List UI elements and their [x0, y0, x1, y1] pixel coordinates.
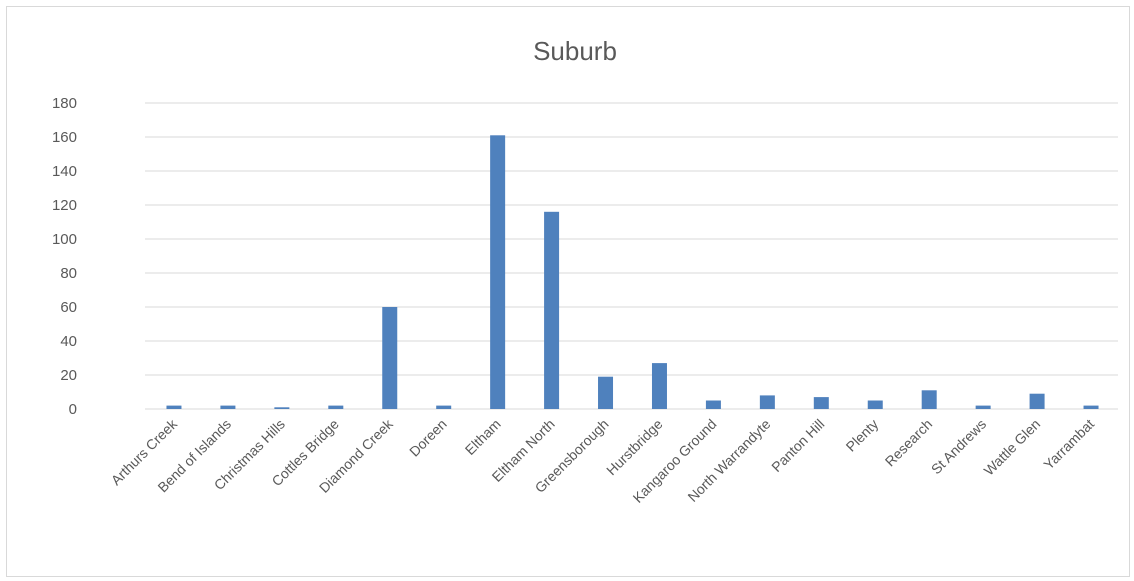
y-tick-label: 180 [52, 95, 77, 112]
bar [382, 307, 398, 409]
bar [921, 390, 937, 409]
bar [598, 376, 614, 409]
bar [975, 405, 991, 409]
gridlines [145, 102, 1118, 410]
bar [328, 405, 344, 409]
x-tick-label: Yarrambat [1040, 416, 1097, 473]
bar [544, 211, 560, 409]
bar [651, 363, 667, 409]
x-tick-label: Plenty [843, 416, 882, 455]
bar [490, 135, 506, 410]
bar [813, 397, 829, 409]
x-tick-label: Wattle Glen [981, 416, 1044, 479]
y-tick-label: 40 [60, 333, 77, 350]
x-tick-label: Research [882, 416, 936, 470]
y-tick-label: 0 [69, 401, 77, 418]
bar [436, 405, 452, 409]
bar [1029, 393, 1045, 409]
bar [867, 400, 883, 409]
bar [274, 407, 290, 409]
chart-frame [6, 6, 1130, 577]
x-tick-label: Panton Hill [768, 416, 827, 475]
y-tick-label: 60 [60, 299, 77, 316]
bars [166, 135, 1099, 410]
bar [705, 400, 721, 409]
y-tick-label: 20 [60, 367, 77, 384]
bar [166, 405, 182, 409]
y-tick-label: 80 [60, 265, 77, 282]
bar [1083, 405, 1099, 409]
y-tick-label: 120 [52, 197, 77, 214]
chart-title: Suburb [533, 36, 617, 66]
y-tick-label: 100 [52, 231, 77, 248]
x-tick-label: Doreen [406, 416, 450, 460]
y-tick-label: 140 [52, 163, 77, 180]
bar [220, 405, 236, 409]
y-axis-ticks: 0 20 40 60 80 100 120 140 160 180 [52, 95, 77, 418]
y-tick-label: 160 [52, 129, 77, 146]
x-tick-label: Eltham [462, 416, 504, 458]
bar [759, 395, 775, 409]
